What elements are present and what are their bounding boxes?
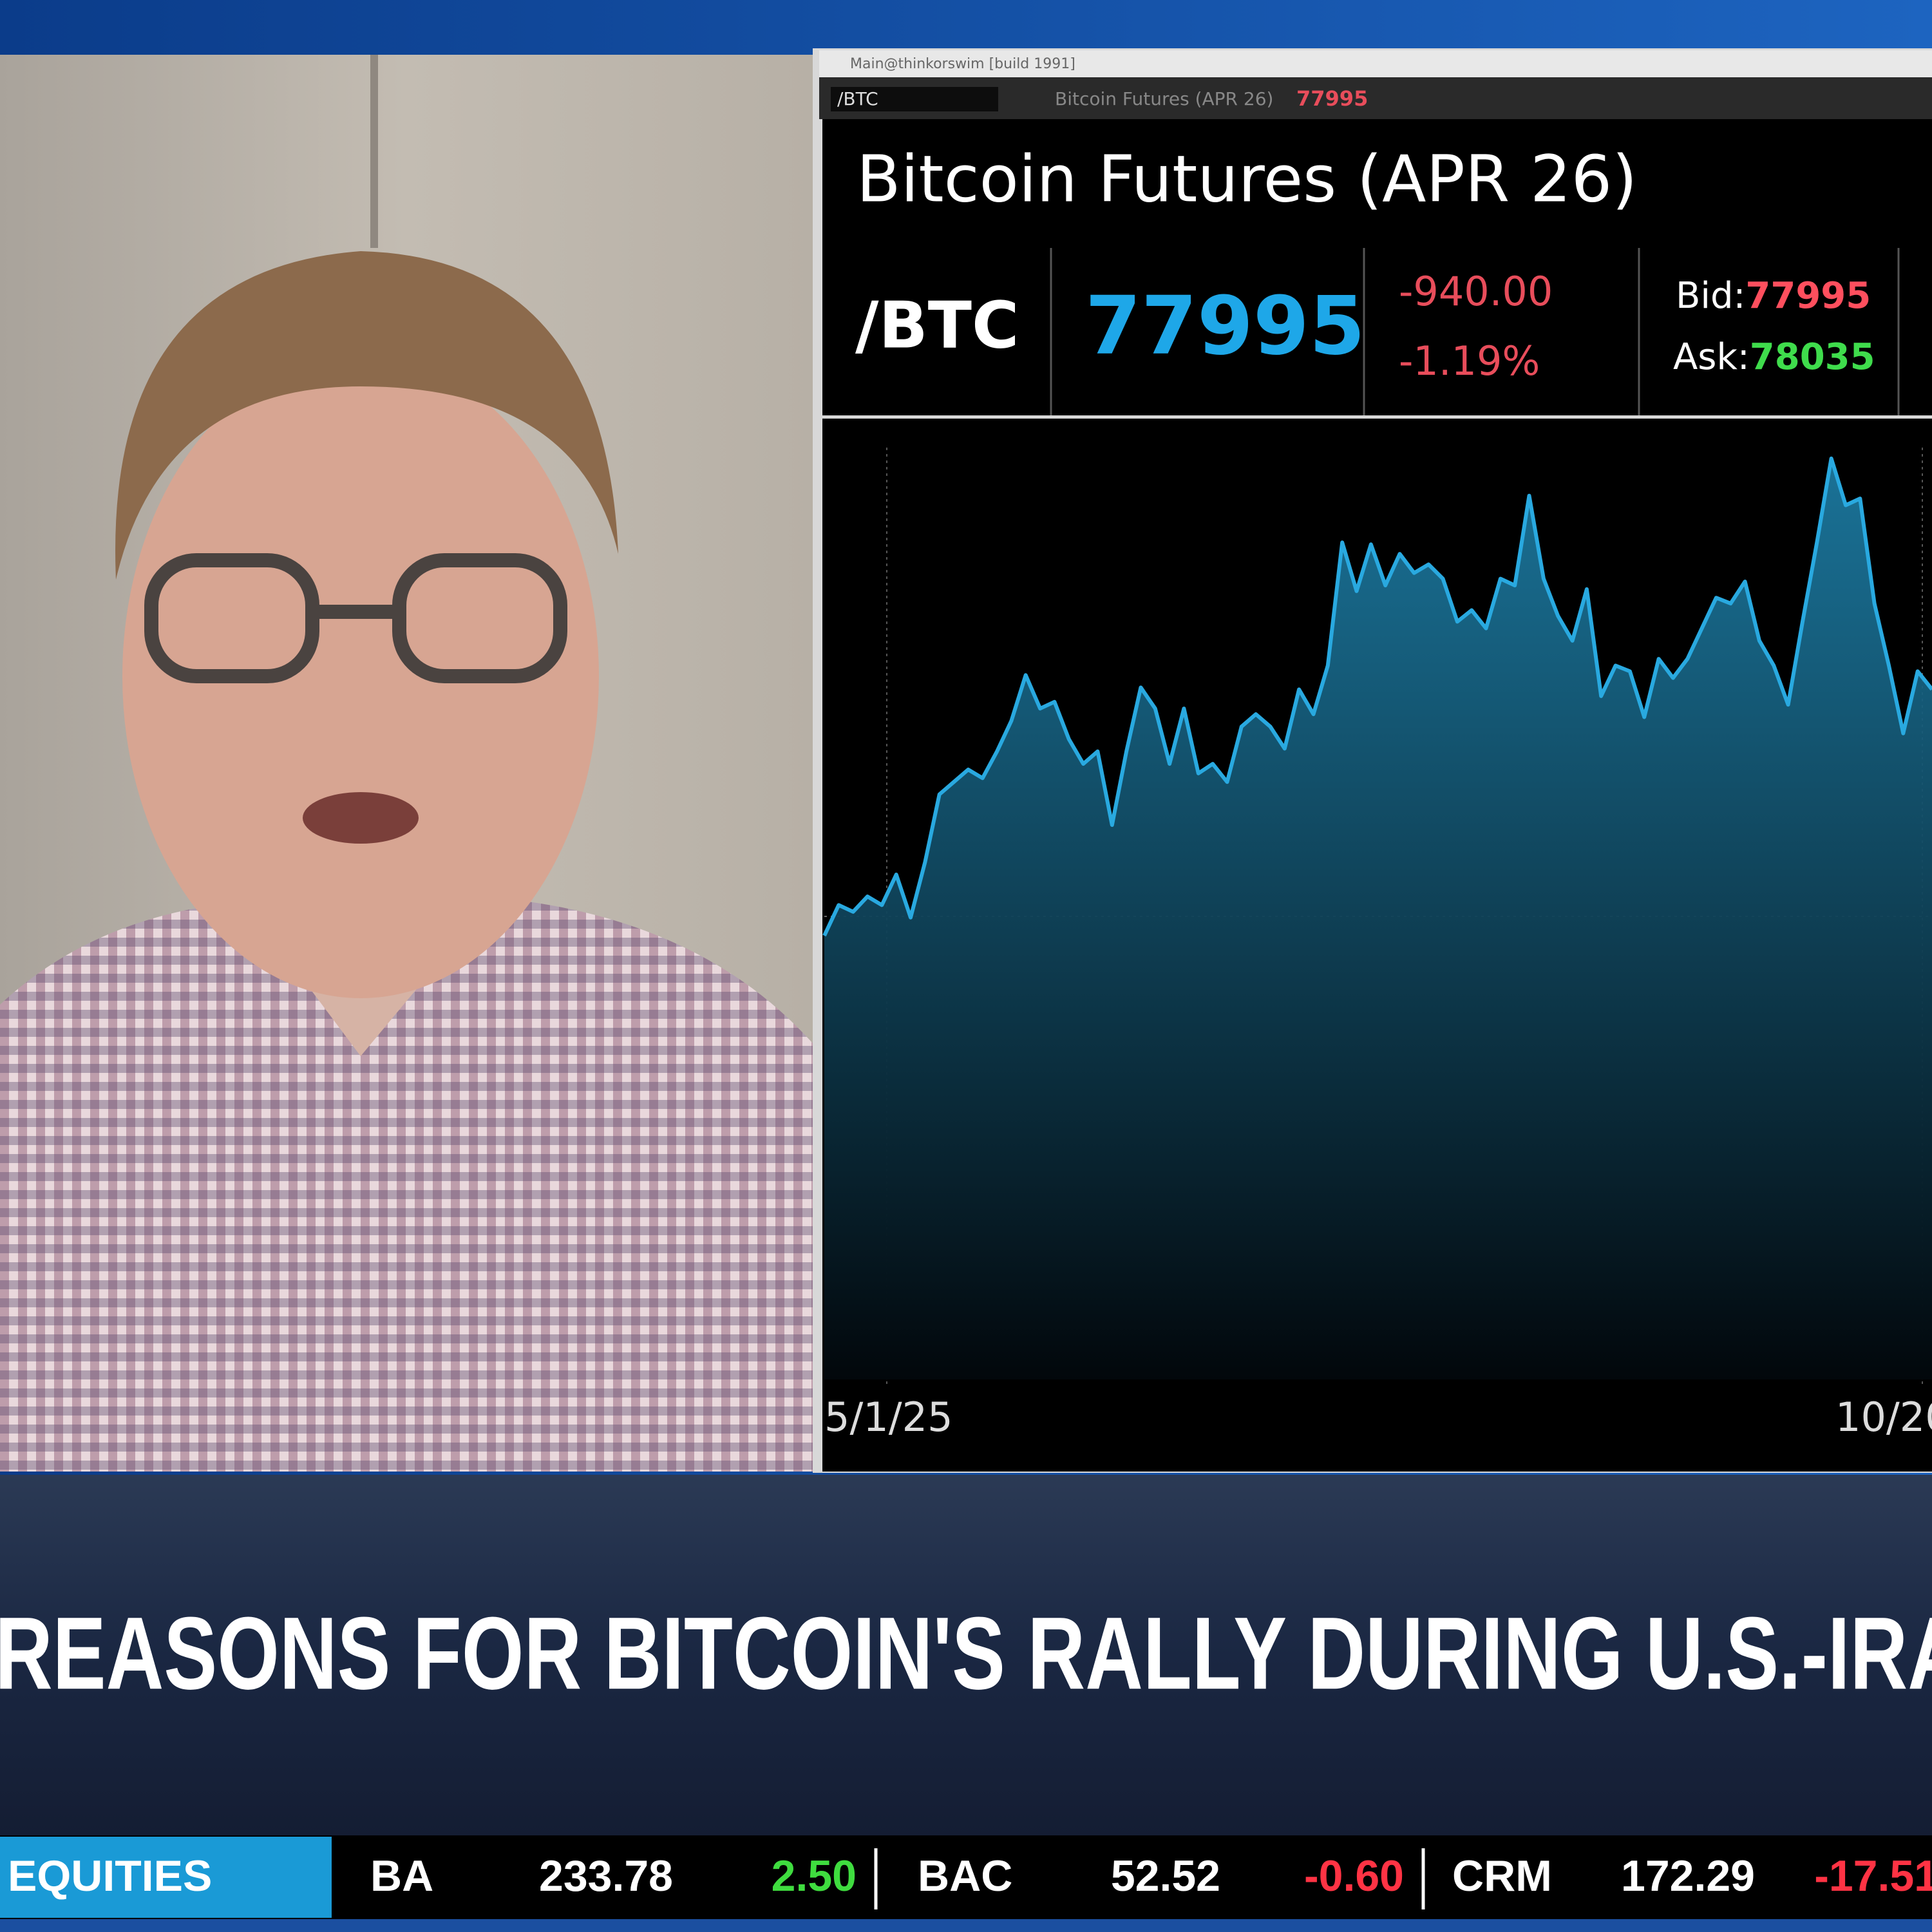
quote-dividers: [1050, 248, 1900, 415]
ticker-change: -17.51: [1814, 1852, 1932, 1900]
mouth: [303, 792, 419, 844]
ticker-price: 172.29: [1621, 1852, 1755, 1900]
window-title: Main@thinkorswim [build 1991]: [850, 56, 1075, 72]
hair: [115, 251, 619, 580]
quote-symbol: /BTC: [855, 287, 1019, 363]
area-fill: [824, 458, 1932, 1379]
ticker-footer: [0, 1919, 1932, 1932]
ask-label: Ask:: [1673, 336, 1750, 378]
headline: REASONS FOR BITCOIN'S RALLY DURING U.S.-…: [0, 1595, 1932, 1710]
lower-third: [0, 1475, 1932, 1835]
ask-value: 78035: [1750, 336, 1875, 378]
bid-value: 77995: [1745, 275, 1871, 317]
price-line: [822, 456, 1932, 937]
trading-window: Main@thinkorswim [build 1991] /BTC Bitco…: [813, 48, 1932, 1473]
symbol-box[interactable]: [831, 87, 998, 111]
x-axis-band: [822, 1385, 1932, 1472]
ticker-items: BA 233.78 2.50 BAC 52.52 -0.60 CRM 172.29 -17.51: [370, 1848, 1932, 1909]
quote-bid: Bid:77995: [1676, 275, 1871, 317]
window-titlebar: [819, 50, 1932, 77]
glasses: [144, 553, 567, 683]
ticker-section-box: [0, 1837, 332, 1918]
bid-label: Bid:: [1676, 275, 1745, 317]
toolbar: [819, 77, 1932, 119]
quote-title: Bitcoin Futures (APR 26): [857, 141, 1637, 216]
video-feed: [0, 55, 813, 1472]
chart: 5/1/25 10/20: [822, 448, 1932, 1472]
ticker-symbol: CRM: [1452, 1852, 1552, 1900]
shirt: [0, 902, 813, 1472]
quote-percent-change: -1.19%: [1399, 337, 1540, 384]
x-tick-label: 5/1/25: [824, 1394, 953, 1441]
ticker-change: -0.60: [1304, 1852, 1404, 1900]
ticker-symbol: BA: [370, 1852, 433, 1900]
toolbar-symbol: /BTC: [837, 88, 878, 109]
ticker-section: EQUITIES: [8, 1852, 212, 1900]
toolbar-last: 77995: [1296, 86, 1368, 111]
quote-header: [822, 119, 1932, 415]
ticker-symbol: BAC: [918, 1852, 1012, 1900]
ticker-price: 233.78: [539, 1852, 673, 1900]
x-tick-label: 10/20: [1835, 1394, 1932, 1441]
toolbar-description: Bitcoin Futures (APR 26): [1055, 88, 1273, 109]
quote-ask: Ask:78035: [1673, 336, 1875, 378]
quote-last: 77995: [1085, 279, 1365, 373]
quote-change: -940.00: [1399, 268, 1553, 315]
wall-seam: [370, 55, 378, 248]
ticker-price: 52.52: [1111, 1852, 1220, 1900]
ticker-change: 2.50: [772, 1852, 857, 1900]
face: [122, 354, 599, 998]
